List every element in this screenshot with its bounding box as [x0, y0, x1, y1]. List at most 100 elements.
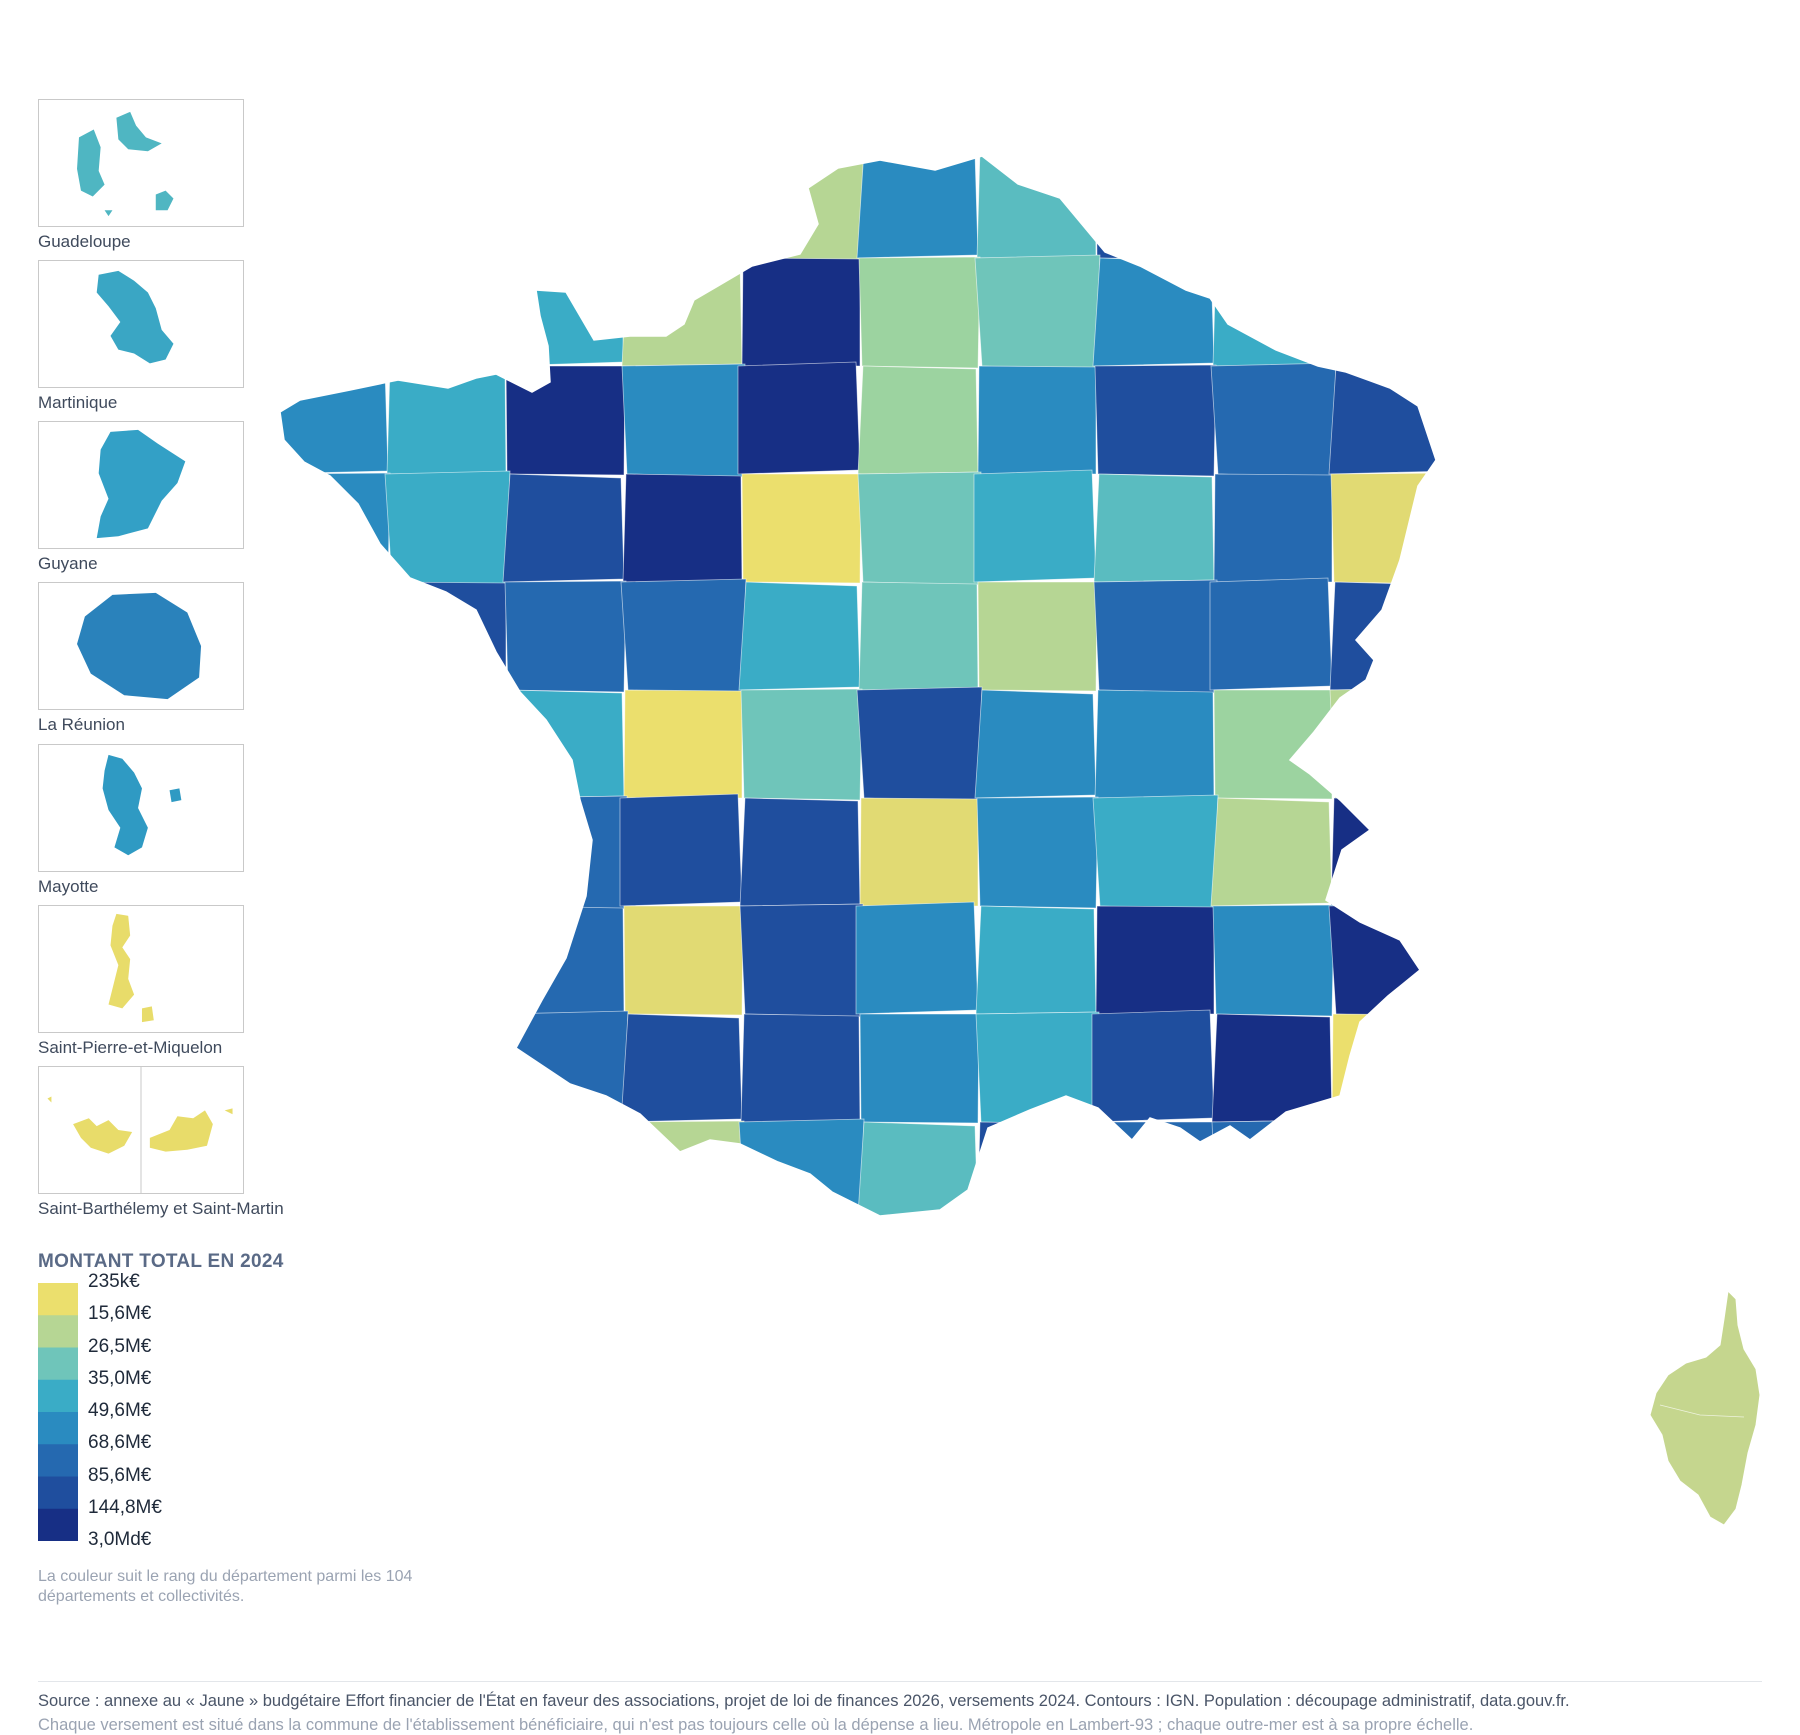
department-region — [974, 254, 1101, 371]
saint-martin-region — [149, 1108, 233, 1152]
inset-label-saint-pierre-et-miquelon: Saint-Pierre-et-Miquelon — [38, 1038, 223, 1057]
footer-source: Source : annexe au « Jaune » budgétaire … — [38, 1692, 1570, 1710]
department-region — [858, 581, 979, 691]
department-region — [1329, 581, 1436, 691]
department-region — [738, 156, 865, 263]
department-region — [1095, 156, 1216, 260]
inset-label-guyane: Guyane — [38, 554, 98, 573]
department-region — [1330, 797, 1436, 907]
inset-guadeloupe — [38, 99, 244, 227]
department-region — [384, 470, 511, 587]
department-region — [1328, 365, 1436, 475]
legend-tick-label: 35,0M€ — [88, 1367, 152, 1389]
department-region — [738, 581, 861, 691]
department-region — [280, 1117, 389, 1216]
inset-label-reunion: La Réunion — [38, 715, 125, 734]
reunion-region — [77, 592, 202, 700]
department-region — [504, 580, 627, 693]
inset-label-martinique: Martinique — [38, 393, 118, 412]
inset-reunion — [38, 582, 244, 710]
department-region — [855, 901, 979, 1015]
mayotte-region — [102, 754, 182, 856]
legend-swatch — [38, 1444, 78, 1477]
department-region — [739, 797, 861, 907]
department-region — [976, 1121, 1097, 1216]
department-region — [622, 473, 743, 583]
legend-swatch — [38, 1412, 78, 1445]
department-region — [620, 1013, 743, 1123]
martinique-region — [96, 270, 174, 364]
department-region — [1095, 905, 1215, 1015]
guyane-region — [96, 429, 186, 539]
legend-note: La couleur suit le rang du département p… — [38, 1568, 413, 1605]
department-region — [1092, 257, 1215, 367]
legend-tick-label: 85,6M€ — [88, 1464, 152, 1486]
department-region — [976, 796, 1099, 909]
inset-label-mayotte: Mayotte — [38, 877, 99, 896]
legend-swatch — [38, 1315, 78, 1348]
spm-region — [108, 913, 154, 1023]
department-region — [1213, 689, 1334, 800]
map-metropole — [279, 155, 1437, 1217]
department-region — [385, 156, 507, 259]
department-region — [1095, 1121, 1216, 1216]
legend-swatch — [38, 1347, 78, 1381]
department-region — [1212, 904, 1335, 1017]
department-region — [1329, 687, 1436, 802]
department-region — [385, 255, 510, 370]
department-region — [1328, 902, 1436, 1019]
guadeloupe-shape — [77, 111, 174, 217]
legend-color-bar — [38, 1283, 78, 1541]
inset-guyane — [38, 421, 244, 549]
department-region — [859, 1013, 980, 1124]
department-region — [1331, 257, 1436, 368]
saint-barthelemy-region — [47, 1096, 133, 1154]
legend-tick-label: 68,6M€ — [88, 1432, 152, 1454]
corsica-region — [1649, 1289, 1761, 1526]
inset-mayotte — [38, 744, 244, 872]
department-region — [503, 795, 628, 910]
department-region — [1093, 579, 1218, 694]
department-region — [505, 156, 625, 259]
footer-note: Chaque versement est situé dans la commu… — [38, 1716, 1474, 1734]
department-region — [975, 905, 1097, 1015]
martinique-shape — [96, 270, 174, 364]
department-region — [280, 365, 389, 475]
department-region — [739, 903, 864, 1018]
department-region — [857, 471, 982, 586]
department-region — [280, 797, 389, 907]
inset-martinique — [38, 260, 244, 388]
department-region — [385, 1121, 507, 1216]
department-region — [280, 156, 389, 259]
legend-swatch — [38, 1476, 78, 1510]
department-region — [856, 1121, 979, 1216]
department-region — [856, 686, 983, 803]
department-region — [386, 365, 507, 475]
department-region — [619, 793, 743, 907]
inset-saint-pierre-et-miquelon — [38, 905, 244, 1033]
department-region — [1094, 364, 1217, 477]
mayotte-shape — [102, 754, 182, 856]
department-region — [1094, 689, 1215, 799]
department-region — [505, 1121, 625, 1216]
department-region — [741, 473, 862, 584]
map-corsica — [1649, 1289, 1761, 1526]
department-region — [741, 257, 861, 367]
department-region — [1211, 156, 1336, 262]
department-region — [384, 905, 507, 1015]
department-region — [1331, 1013, 1436, 1123]
department-region — [620, 578, 747, 695]
inset-saint-barthelemy-saint-martin — [38, 1066, 244, 1194]
legend-swatch — [38, 1508, 78, 1541]
department-region — [1211, 1119, 1336, 1216]
department-region — [1209, 577, 1333, 691]
department-region — [622, 1120, 745, 1216]
department-region — [1210, 797, 1333, 907]
department-region — [280, 1013, 389, 1123]
legend-tick-label: 235k€ — [88, 1271, 140, 1292]
spm-shape — [108, 913, 154, 1023]
legend-tick-label: 3,0Md€ — [88, 1529, 152, 1550]
inset-label-guadeloupe: Guadeloupe — [38, 232, 131, 251]
department-region — [1092, 794, 1219, 911]
legend-swatch — [38, 1379, 78, 1413]
